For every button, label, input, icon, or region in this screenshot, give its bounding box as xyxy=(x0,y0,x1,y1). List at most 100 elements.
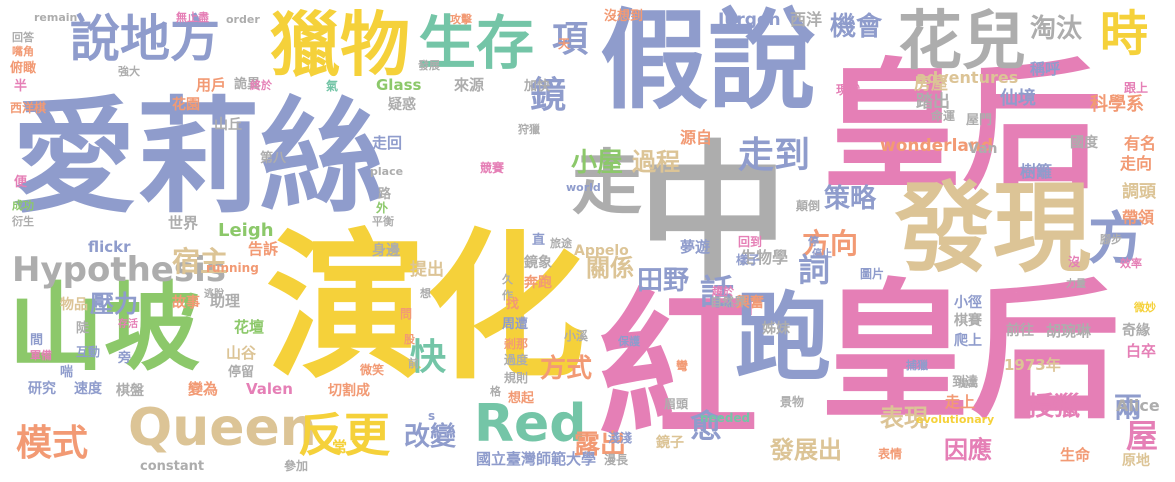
word: 自然界 xyxy=(710,295,747,309)
word: flickr xyxy=(88,238,131,256)
word: Hypothesis xyxy=(12,250,226,290)
word: 源自 xyxy=(680,128,713,147)
word: 提高 xyxy=(958,379,978,390)
word: 旅途 xyxy=(550,237,572,250)
word: 喘 xyxy=(60,365,74,380)
word: 物品 xyxy=(60,297,88,313)
word: 停留 xyxy=(228,365,255,380)
word: 仙境 xyxy=(1000,88,1036,109)
word: 調頭 xyxy=(1122,182,1156,202)
word: 鏡 xyxy=(530,75,567,116)
word: place xyxy=(370,165,404,178)
word: 紅 xyxy=(598,274,759,461)
word: 鏡象 xyxy=(524,255,552,271)
word: 問 xyxy=(400,307,413,321)
word: 保護 xyxy=(618,335,640,348)
word: 興奮 xyxy=(736,295,764,311)
word: 到達 xyxy=(952,375,979,390)
word: 皇后 xyxy=(822,46,1103,209)
word: 攻擊 xyxy=(450,13,472,26)
word: 走回 xyxy=(372,134,403,152)
word: 故事 xyxy=(172,295,200,311)
word: 停止 xyxy=(812,249,832,260)
word: 說地方 xyxy=(70,10,220,68)
word: 山丘 xyxy=(214,117,242,133)
word: 表現 xyxy=(880,404,928,432)
word: 山坡 xyxy=(8,272,200,384)
word: 半 xyxy=(14,79,28,94)
word: 小徑 xyxy=(954,295,982,311)
word: 西洋棋 xyxy=(10,101,47,115)
word: 景物 xyxy=(780,395,805,409)
word: 授獵 xyxy=(1028,392,1081,422)
word: 生存 xyxy=(418,9,535,77)
word: 踏出 xyxy=(916,92,950,112)
word: 身邊 xyxy=(372,243,400,259)
word: 淘汰 xyxy=(1030,14,1083,44)
word: 顛倒 xyxy=(796,199,821,213)
word: 小溪 xyxy=(564,329,589,343)
word: 剎那 xyxy=(504,337,529,351)
word: Van xyxy=(968,141,998,157)
word: needed xyxy=(700,411,751,425)
word: 假說 xyxy=(600,0,817,124)
word: Red xyxy=(474,394,587,454)
word: 周遭 xyxy=(502,317,529,332)
word: 田野 xyxy=(637,266,690,296)
word: 項 xyxy=(552,19,589,60)
word: 旁 xyxy=(118,351,132,366)
word: 間 xyxy=(30,333,44,348)
word: 表情 xyxy=(878,447,903,461)
word: 格 xyxy=(490,385,501,398)
word: 沒 xyxy=(1068,255,1081,269)
word: 屋 xyxy=(1126,417,1159,455)
word: 山谷 xyxy=(226,344,257,362)
word: 發展 xyxy=(418,59,440,72)
word: 微妙 xyxy=(1134,301,1156,314)
word: 過度 xyxy=(504,353,529,367)
word: 回答 xyxy=(12,31,34,44)
word: 西洋 xyxy=(790,10,823,29)
word: 樹籬 xyxy=(1020,162,1053,181)
word: 參加 xyxy=(284,459,309,473)
word: 鏡子 xyxy=(656,435,684,451)
word: order xyxy=(226,13,260,26)
word: 疑惑 xyxy=(388,97,416,113)
word: 花兒 xyxy=(898,5,1026,79)
word: 變為 xyxy=(188,380,219,398)
word: 嘴角 xyxy=(12,45,34,58)
word: 發現 xyxy=(895,172,1092,286)
word: 微笑 xyxy=(360,363,385,377)
word: 速度 xyxy=(74,381,102,397)
word: 圖片 xyxy=(860,267,885,281)
word: 姊妹 xyxy=(762,321,790,337)
word: 存活 xyxy=(118,319,138,330)
word: 過程 xyxy=(632,148,680,176)
word: 回到 xyxy=(738,235,763,249)
word: 停 xyxy=(808,235,819,248)
word: 屋門 xyxy=(966,113,993,128)
word: 陡 xyxy=(76,321,90,336)
word: 花園 xyxy=(172,97,200,113)
word: 走向 xyxy=(1120,154,1153,173)
word: 跟上 xyxy=(1124,81,1149,95)
word: 彎 xyxy=(676,359,689,373)
word: 趨於 xyxy=(712,285,734,298)
word: running xyxy=(206,261,259,275)
word: Queen xyxy=(128,398,317,458)
word: 逃脫 xyxy=(204,289,224,300)
word: 生物學 xyxy=(740,248,789,267)
word: 用戶 xyxy=(196,76,227,94)
word: Alice xyxy=(1116,396,1160,415)
word: 獵物 xyxy=(270,4,410,86)
word: 強大 xyxy=(118,65,140,78)
word: 反更 xyxy=(298,408,390,462)
word: 效率 xyxy=(1120,257,1142,270)
word: 模式 xyxy=(16,423,89,464)
word: 平衡 xyxy=(372,215,394,228)
word: 中 xyxy=(638,128,789,302)
word: 漫長 xyxy=(604,453,629,467)
word: 提出 xyxy=(410,260,444,280)
word: 走上 xyxy=(945,393,976,411)
word: 軍備 xyxy=(30,349,52,362)
